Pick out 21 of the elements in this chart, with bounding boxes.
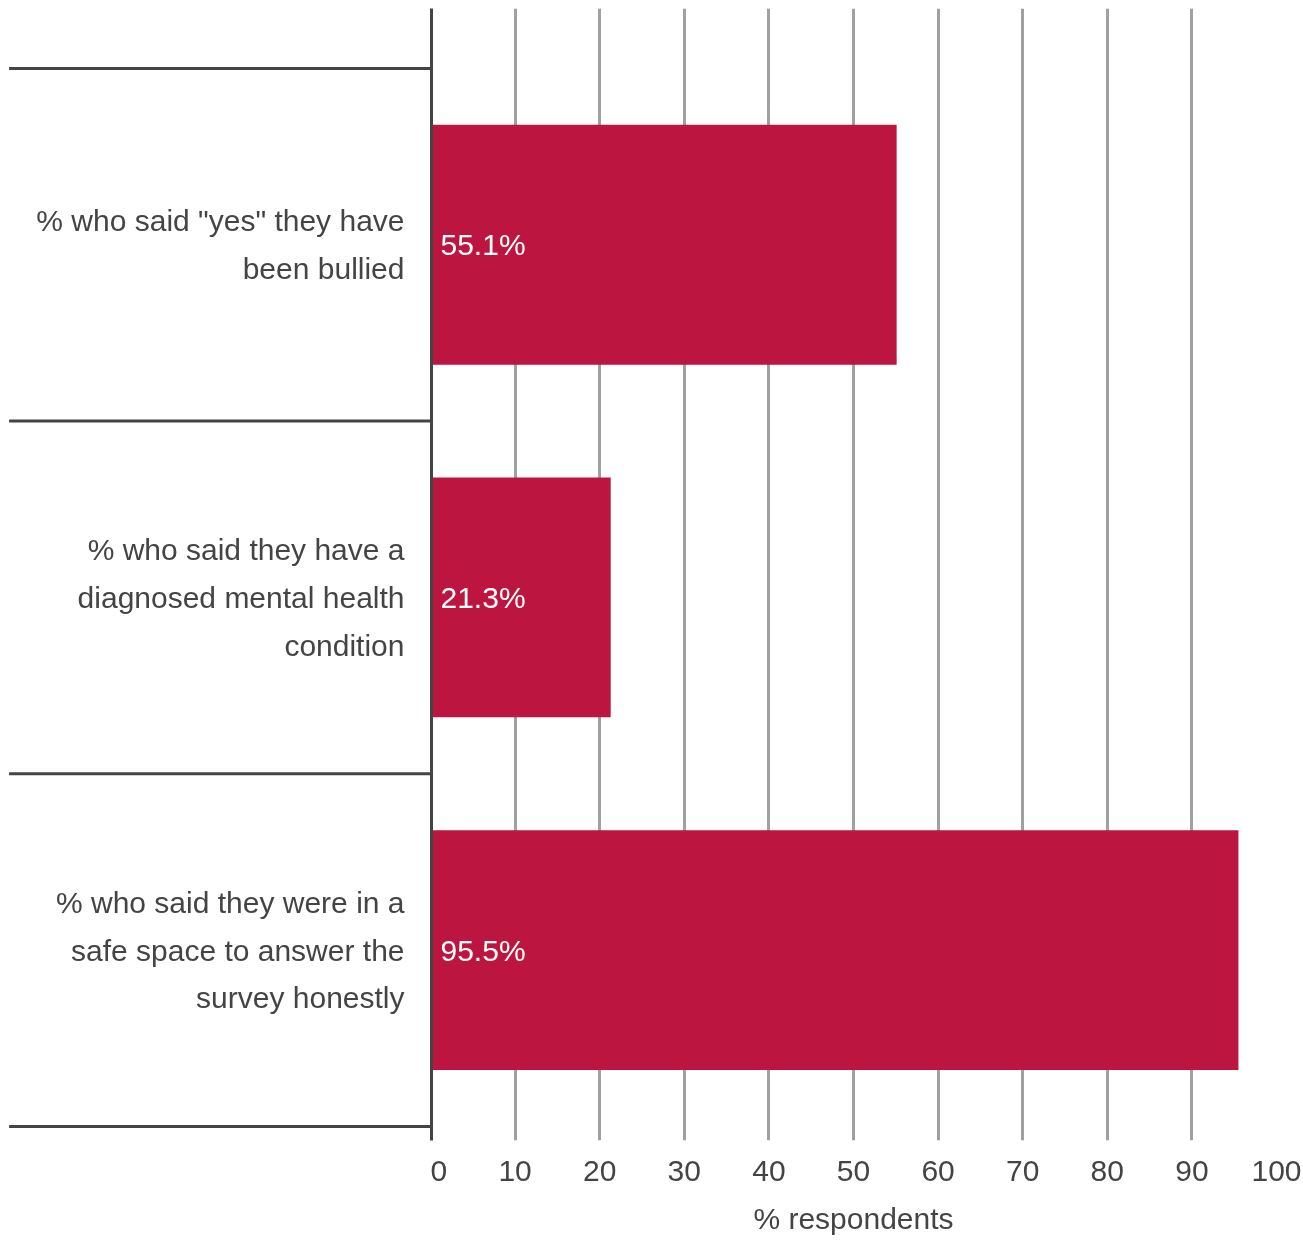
x-tick-label: 80: [1090, 1153, 1124, 1187]
data-label: 21.3%: [440, 580, 526, 614]
x-tick-label: 100: [1251, 1153, 1302, 1187]
x-tick-label: 90: [1175, 1153, 1209, 1187]
x-tick-label: 50: [836, 1153, 871, 1187]
bar: [430, 124, 897, 365]
x-tick-label: 70: [1006, 1153, 1040, 1187]
bar: [430, 477, 611, 718]
y-tick-label: % who said "yes" they have been bullied: [36, 204, 405, 286]
x-tick-label: 30: [667, 1153, 701, 1187]
y-tick-label: % who said they were in a safe space to answer the survey honestly: [55, 885, 405, 1015]
x-tick-label: 40: [752, 1153, 786, 1187]
data-label: 55.1%: [440, 228, 526, 262]
data-label: 95.5%: [440, 933, 526, 967]
y-tick-label: % who said they have a diagnosed mental health condition: [77, 533, 405, 662]
x-tick-label: 0: [430, 1153, 448, 1187]
x-tick-label: 20: [583, 1153, 617, 1187]
x-axis-title: % respondents: [753, 1201, 954, 1235]
x-tick-label: 60: [921, 1153, 955, 1187]
x-tick-label: 10: [498, 1153, 532, 1187]
bar: [430, 830, 1239, 1070]
